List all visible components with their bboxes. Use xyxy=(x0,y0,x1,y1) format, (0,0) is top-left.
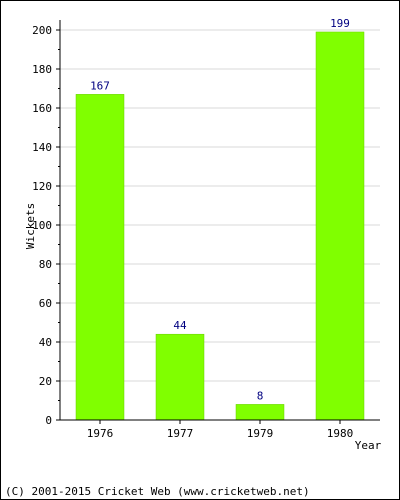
y-tick-label: 180 xyxy=(32,63,52,76)
data-label-1977: 44 xyxy=(173,319,187,332)
y-tick-label: 160 xyxy=(32,102,52,115)
data-label-1976: 167 xyxy=(90,79,110,92)
bar-1980 xyxy=(315,31,365,421)
bar-1976 xyxy=(75,94,125,421)
x-tick-label: 1976 xyxy=(87,427,114,440)
bars xyxy=(75,31,365,421)
y-tick-label: 200 xyxy=(32,24,52,37)
axes xyxy=(59,20,380,421)
x-axis-title: Year xyxy=(355,439,382,452)
bar-1977 xyxy=(155,333,205,421)
copyright-footer: (C) 2001-2015 Cricket Web (www.cricketwe… xyxy=(5,485,310,498)
y-tick-label: 60 xyxy=(39,297,52,310)
x-tick-label: 1980 xyxy=(327,427,354,440)
y-axis-title: Wickets xyxy=(24,203,37,249)
y-tick-label: 80 xyxy=(39,258,52,271)
y-tick-label: 140 xyxy=(32,141,52,154)
y-tick-label: 120 xyxy=(32,180,52,193)
x-tick-label: 1977 xyxy=(167,427,194,440)
data-label-1980: 199 xyxy=(330,17,350,30)
data-label-1979: 8 xyxy=(257,389,264,402)
x-tick-label: 1979 xyxy=(247,427,274,440)
y-ticks: 0 20 40 60 80 100 120 140 160 180 200 xyxy=(32,24,60,427)
y-tick-label: 40 xyxy=(39,336,52,349)
bar-1979 xyxy=(235,404,285,421)
y-tick-label: 0 xyxy=(45,414,52,427)
y-tick-label: 100 xyxy=(32,219,52,232)
y-tick-label: 20 xyxy=(39,375,52,388)
x-ticks: 1976 1977 1979 1980 xyxy=(87,420,354,440)
data-labels: 167 44 8 199 xyxy=(90,17,350,402)
